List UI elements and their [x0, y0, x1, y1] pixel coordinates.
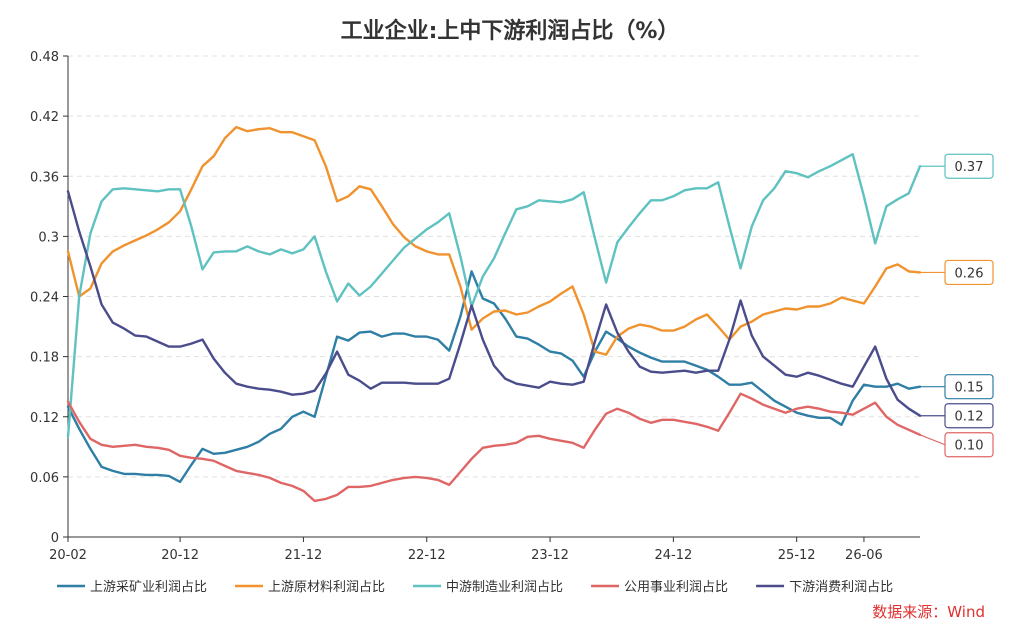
legend-item-1: 上游采矿业利润占比: [57, 580, 207, 595]
chart-title: 工业企业:上中下游利润占比（%）: [341, 18, 680, 44]
legend-item-5: 下游消费利润占比: [756, 580, 893, 595]
source-note: 数据来源：Wind: [872, 603, 985, 621]
end-label-connector: [919, 434, 946, 446]
end-label-text: 0.15: [955, 381, 984, 396]
end-label-box: [944, 153, 994, 179]
legend-item-3: 中游制造业利润占比: [413, 580, 563, 595]
series-line-4: [66, 392, 922, 503]
end-label-3: 0.37: [920, 153, 994, 179]
x-tick-label: 23-12: [531, 548, 569, 563]
y-tick-label: 0.06: [30, 471, 59, 486]
legend-label: 上游原材料利润占比: [268, 580, 385, 595]
end-label-box: [944, 374, 994, 400]
y-tick-label: 0.24: [30, 291, 59, 306]
end-label-box: [944, 259, 994, 286]
x-tick-label: 24-12: [654, 548, 692, 563]
legend-item-2: 上游原材料利润占比: [235, 580, 385, 595]
legend-label: 上游采矿业利润占比: [90, 580, 207, 595]
legend-item-4: 公用事业利润占比: [591, 580, 728, 595]
series-lines: [66, 125, 922, 503]
grid: [68, 55, 920, 478]
x-tick-label: 25-12: [778, 548, 816, 563]
x-axis: 20-02 20-12 21-12 22-12 23-12 24-12 25-12 26-06: [49, 536, 920, 563]
y-tick-label: 0.12: [30, 411, 59, 426]
y-tick-label: 0.48: [30, 50, 59, 65]
x-tick-label: 22-12: [408, 548, 446, 563]
end-label-1: 0.15: [920, 374, 994, 400]
end-labels: 0.37 0.26 0.15 0.12 0.10: [919, 153, 994, 458]
y-tick-label: 0: [51, 531, 59, 546]
y-axis: 0 0.06 0.12 0.18 0.24 0.3 0.36 0.42 0.48: [30, 50, 69, 546]
x-tick-label: 20-12: [161, 548, 199, 563]
series-line-1: [66, 270, 922, 484]
end-label-2: 0.26: [920, 259, 994, 286]
end-label-text: 0.26: [955, 266, 984, 281]
legend-label: 中游制造业利润占比: [446, 580, 563, 595]
legend-label: 公用事业利润占比: [624, 580, 728, 595]
x-tick-label: 20-02: [49, 548, 87, 563]
y-tick-label: 0.42: [30, 110, 59, 125]
end-label-text: 0.10: [955, 439, 984, 454]
end-label-box: [944, 403, 994, 429]
x-tick-label: 21-12: [285, 548, 323, 563]
end-label-box: [944, 432, 994, 458]
end-label-text: 0.37: [955, 160, 984, 175]
legend: 上游采矿业利润占比 上游原材料利润占比 中游制造业利润占比 公用事业利润占比 下游消费利…: [57, 580, 893, 595]
end-label-text: 0.12: [955, 410, 984, 425]
end-label-5: 0.12: [920, 403, 994, 429]
y-tick-label: 0.18: [30, 351, 59, 366]
legend-label: 下游消费利润占比: [789, 580, 893, 595]
x-tick-label: 26-06: [845, 548, 883, 563]
y-tick-label: 0.36: [30, 170, 59, 185]
end-label-4: 0.10: [919, 432, 994, 458]
series-line-2: [66, 125, 922, 356]
y-tick-label: 0.3: [38, 230, 59, 245]
series-line-3: [66, 152, 922, 438]
series-line-5: [66, 190, 922, 417]
